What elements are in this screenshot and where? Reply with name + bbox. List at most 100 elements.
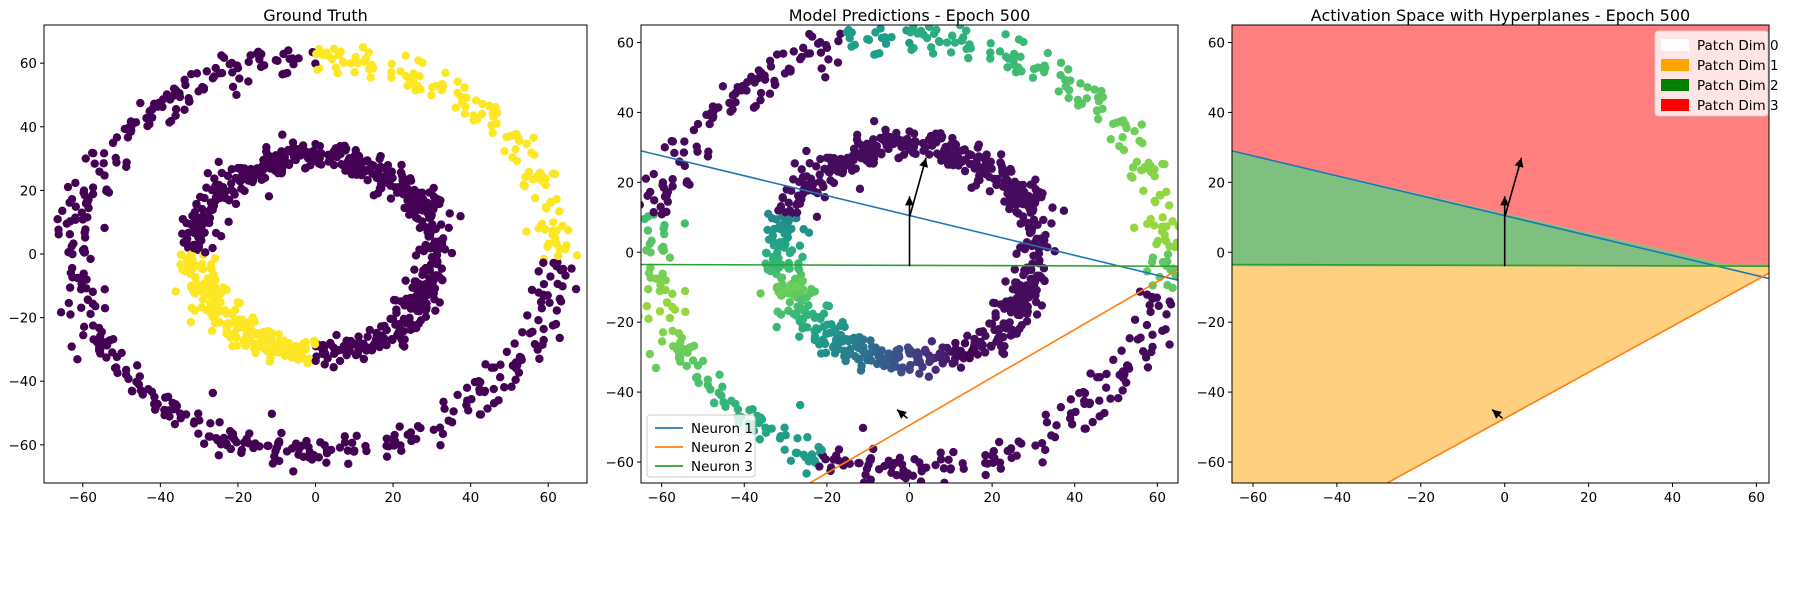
plot-area <box>1232 25 1769 483</box>
data-point <box>414 194 423 204</box>
data-point <box>824 301 834 311</box>
data-point <box>1085 398 1095 408</box>
data-point <box>905 127 914 136</box>
legend-swatch <box>1661 39 1689 51</box>
data-point <box>919 30 928 39</box>
data-point <box>496 360 505 369</box>
data-point <box>487 120 496 130</box>
data-point <box>138 390 147 399</box>
data-point <box>977 164 986 173</box>
data-point <box>1158 326 1167 335</box>
data-point <box>632 226 640 234</box>
data-point <box>344 459 353 468</box>
data-point <box>304 354 314 364</box>
data-point <box>211 316 220 325</box>
region-patch <box>1232 25 1769 265</box>
data-point <box>817 64 826 73</box>
data-point <box>222 326 231 335</box>
data-point <box>986 48 995 57</box>
data-point <box>787 246 797 255</box>
data-point <box>799 43 808 53</box>
data-point <box>527 285 537 295</box>
data-point <box>1095 396 1104 405</box>
data-point <box>224 196 234 205</box>
data-point <box>869 144 878 154</box>
data-point <box>71 213 80 222</box>
data-point <box>462 400 471 410</box>
data-point <box>858 347 868 356</box>
data-point <box>931 365 940 375</box>
data-point <box>208 243 217 253</box>
data-point <box>963 331 972 341</box>
data-point <box>240 186 249 196</box>
data-point <box>548 169 558 178</box>
data-point <box>1086 369 1095 378</box>
data-point <box>642 302 651 311</box>
data-point <box>770 80 780 90</box>
data-point <box>1052 421 1061 430</box>
data-point <box>651 363 661 373</box>
data-point <box>1119 116 1128 125</box>
data-point <box>742 86 751 95</box>
data-point <box>522 139 532 149</box>
data-point <box>416 85 425 94</box>
data-point <box>798 276 808 286</box>
data-point <box>228 68 237 77</box>
data-point <box>387 167 397 176</box>
data-point <box>470 377 480 387</box>
data-point <box>100 285 109 294</box>
data-point <box>949 447 958 457</box>
data-point <box>855 458 864 468</box>
data-point <box>53 215 62 224</box>
data-point <box>1001 52 1011 61</box>
data-point <box>169 91 178 101</box>
data-point <box>772 322 781 332</box>
data-point <box>644 314 653 323</box>
data-point <box>937 354 947 363</box>
data-point <box>203 274 213 283</box>
data-point <box>405 210 414 219</box>
region-patch <box>1232 266 1769 483</box>
data-point <box>1064 85 1074 95</box>
legend-label: Neuron 3 <box>691 459 753 475</box>
data-point <box>367 60 377 70</box>
data-point <box>535 354 544 363</box>
data-point <box>239 438 249 447</box>
y-tick-label: −60 <box>606 455 635 471</box>
data-point <box>232 438 241 447</box>
data-point <box>1024 293 1034 302</box>
data-point <box>955 25 965 30</box>
data-point <box>165 412 174 421</box>
data-point <box>798 321 808 330</box>
data-point <box>887 364 896 373</box>
data-point <box>536 297 546 307</box>
data-point <box>128 387 137 396</box>
data-point <box>121 365 131 375</box>
y-tick-label: −40 <box>9 374 38 390</box>
data-point <box>998 348 1007 357</box>
data-point <box>821 40 831 50</box>
data-point <box>357 164 366 173</box>
x-tick-label: 40 <box>462 490 479 506</box>
data-point <box>829 455 838 464</box>
data-point <box>869 116 879 126</box>
data-point <box>572 251 582 260</box>
axes-frame <box>1231 24 1770 484</box>
data-point <box>968 346 977 355</box>
data-point <box>668 341 678 351</box>
data-point <box>797 296 807 305</box>
data-point <box>349 447 359 456</box>
data-point <box>259 159 269 168</box>
data-point <box>215 306 225 316</box>
data-point <box>1029 64 1039 74</box>
data-point <box>211 63 220 73</box>
data-point <box>555 333 564 343</box>
region-patch <box>1232 150 1769 274</box>
data-point <box>278 70 287 79</box>
data-point <box>541 180 550 190</box>
data-point <box>225 60 234 69</box>
y-tick-label: 40 <box>1208 105 1225 121</box>
data-point <box>641 174 651 183</box>
data-point <box>834 36 843 46</box>
